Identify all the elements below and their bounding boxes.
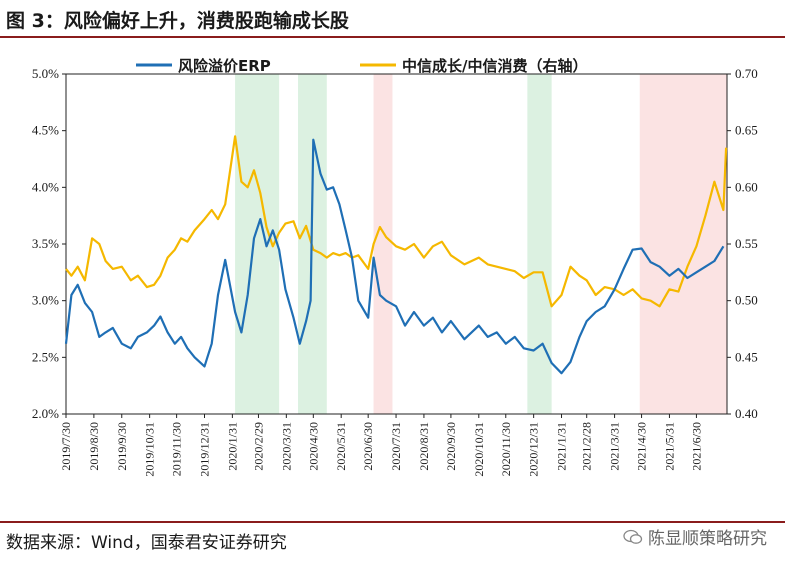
chart-area: 2.0% 2.5% 3.0% 3.5% 4.0% 4.5% 5.0% 0.40 0.45 0.50… <box>32 57 758 477</box>
wechat-icon <box>623 529 643 544</box>
x-tick-label: 2019/9/30 <box>115 422 129 471</box>
plot-frame <box>65 73 728 415</box>
legend-label-growth-consumption: 中信成长/中信消费（右轴） <box>402 57 587 75</box>
y-left-tick-label: 2.0% <box>32 406 59 421</box>
x-tick-label: 2020/6/30 <box>361 422 375 471</box>
y-left-tick-label: 3.5% <box>32 236 59 251</box>
x-tick-label: 2020/12/31 <box>527 422 541 477</box>
x-tick-label: 2019/7/30 <box>59 422 73 471</box>
x-tick-label: 2021/6/30 <box>689 422 703 471</box>
x-tick-label: 2020/7/31 <box>389 422 403 471</box>
x-tick-label: 2019/10/31 <box>143 422 157 477</box>
y-right-tick-label: 0.45 <box>735 349 758 364</box>
y-right-tick-label: 0.60 <box>735 179 758 194</box>
series-lines <box>64 135 728 375</box>
top-rule <box>0 36 785 38</box>
x-tick-label: 2020/5/31 <box>334 422 348 471</box>
x-tick-label: 2020/1/31 <box>225 422 239 471</box>
legend-label-erp: 风险溢价ERP <box>178 57 271 75</box>
y-right-tick-label: 0.70 <box>735 66 758 81</box>
x-tick-label: 2020/11/30 <box>499 422 513 476</box>
shaded-periods <box>235 74 727 414</box>
watermark-text: 陈显顺策略研究 <box>648 529 767 549</box>
x-tick-label: 2019/12/31 <box>197 422 211 477</box>
y-right-tick-label: 0.40 <box>735 406 758 421</box>
x-tick-label: 2021/4/30 <box>635 422 649 471</box>
y-right-tick-label: 0.65 <box>735 123 758 138</box>
shaded-period-4 <box>639 74 727 414</box>
x-tick-label: 2020/4/30 <box>306 422 320 471</box>
x-tick-label: 2021/2/28 <box>580 422 594 471</box>
shaded-period-3 <box>527 74 552 414</box>
bottom-rule <box>0 521 785 523</box>
y-right-tick-label: 0.55 <box>735 236 758 251</box>
x-tick-label: 2021/5/31 <box>662 422 676 471</box>
x-tick-label: 2019/8/30 <box>87 422 101 471</box>
y-left-tick-label: 4.5% <box>32 123 59 138</box>
x-tick-label: 2020/2/29 <box>251 422 265 471</box>
shaded-period-2 <box>373 74 393 414</box>
watermark: 陈显顺策略研究 <box>623 524 767 549</box>
x-tick-label: 2020/3/31 <box>279 422 293 471</box>
erp-line <box>64 138 725 375</box>
axes: 2.0% 2.5% 3.0% 3.5% 4.0% 4.5% 5.0% 0.40 0.45 0.50… <box>32 66 758 477</box>
source-note: 数据来源：Wind，国泰君安证券研究 <box>6 533 287 553</box>
y-right-tick-label: 0.50 <box>735 293 758 308</box>
x-tick-label: 2020/8/31 <box>417 422 431 471</box>
y-left-tick-label: 2.5% <box>32 349 59 364</box>
x-tick-label: 2020/9/30 <box>444 422 458 471</box>
y-left-tick-label: 4.0% <box>32 179 59 194</box>
growth-consumption-line <box>65 135 728 308</box>
x-tick-label: 2021/3/31 <box>608 422 622 471</box>
y-left-tick-label: 3.0% <box>32 293 59 308</box>
x-tick-label: 2021/1/31 <box>555 422 569 471</box>
y-left-tick-label: 5.0% <box>32 66 59 81</box>
chart-title: 图 3：风险偏好上升，消费股跑输成长股 <box>6 10 349 32</box>
x-tick-label: 2020/10/31 <box>472 422 486 477</box>
legend: 风险溢价ERP 中信成长/中信消费（右轴） <box>136 57 587 75</box>
x-tick-label: 2019/11/30 <box>170 422 184 476</box>
